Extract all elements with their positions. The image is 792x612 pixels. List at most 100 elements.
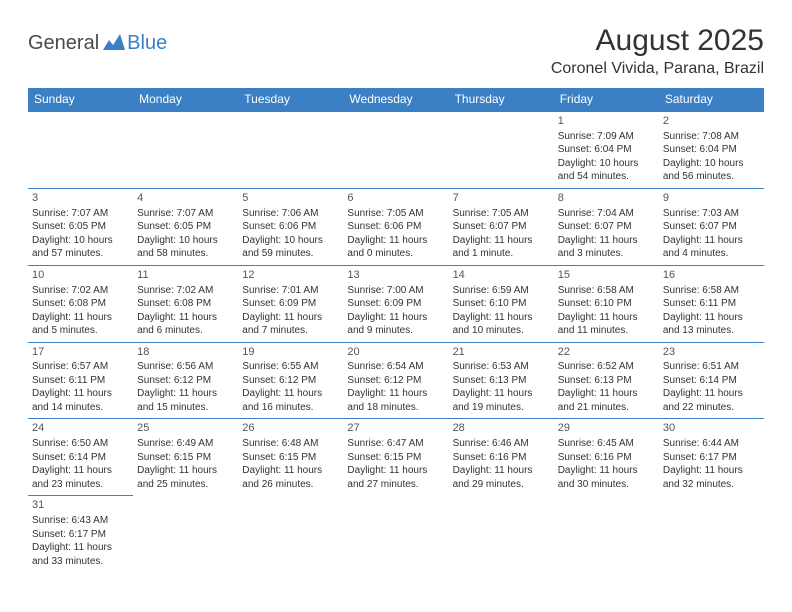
calendar-cell: 10Sunrise: 7:02 AMSunset: 6:08 PMDayligh… [28,265,133,342]
calendar-cell: 8Sunrise: 7:04 AMSunset: 6:07 PMDaylight… [554,188,659,265]
sunset-text: Sunset: 6:08 PM [32,297,129,311]
calendar-cell [133,496,238,572]
day-number: 31 [32,498,129,513]
sunrise-text: Sunrise: 6:53 AM [453,360,550,374]
sunrise-text: Sunrise: 6:51 AM [663,360,760,374]
calendar-cell: 23Sunrise: 6:51 AMSunset: 6:14 PMDayligh… [659,342,764,419]
calendar-cell: 25Sunrise: 6:49 AMSunset: 6:15 PMDayligh… [133,419,238,496]
day-number: 10 [32,268,129,283]
daylight-text: Daylight: 11 hours [347,311,444,325]
daylight-text: Daylight: 11 hours [558,464,655,478]
calendar-cell: 5Sunrise: 7:06 AMSunset: 6:06 PMDaylight… [238,188,343,265]
daylight-text: and 14 minutes. [32,401,129,415]
sunset-text: Sunset: 6:09 PM [242,297,339,311]
calendar-cell: 11Sunrise: 7:02 AMSunset: 6:08 PMDayligh… [133,265,238,342]
daylight-text: Daylight: 10 hours [663,157,760,171]
sunset-text: Sunset: 6:16 PM [558,451,655,465]
calendar-cell: 7Sunrise: 7:05 AMSunset: 6:07 PMDaylight… [449,188,554,265]
header-row: Sunday Monday Tuesday Wednesday Thursday… [28,88,764,111]
calendar-cell: 22Sunrise: 6:52 AMSunset: 6:13 PMDayligh… [554,342,659,419]
calendar-cell: 13Sunrise: 7:00 AMSunset: 6:09 PMDayligh… [343,265,448,342]
day-number: 29 [558,421,655,436]
daylight-text: and 10 minutes. [453,324,550,338]
daylight-text: Daylight: 11 hours [453,387,550,401]
sunset-text: Sunset: 6:11 PM [663,297,760,311]
col-friday: Friday [554,88,659,111]
daylight-text: Daylight: 11 hours [453,464,550,478]
sunset-text: Sunset: 6:15 PM [347,451,444,465]
calendar-cell [449,111,554,188]
daylight-text: and 19 minutes. [453,401,550,415]
day-number: 8 [558,191,655,206]
sunrise-text: Sunrise: 7:01 AM [242,284,339,298]
daylight-text: Daylight: 11 hours [137,387,234,401]
day-number: 15 [558,268,655,283]
day-number: 21 [453,345,550,360]
calendar-cell [449,496,554,572]
day-number: 9 [663,191,760,206]
daylight-text: and 16 minutes. [242,401,339,415]
calendar-cell: 26Sunrise: 6:48 AMSunset: 6:15 PMDayligh… [238,419,343,496]
sunrise-text: Sunrise: 7:05 AM [453,207,550,221]
calendar-cell: 14Sunrise: 6:59 AMSunset: 6:10 PMDayligh… [449,265,554,342]
sunrise-text: Sunrise: 6:54 AM [347,360,444,374]
daylight-text: Daylight: 10 hours [32,234,129,248]
daylight-text: and 57 minutes. [32,247,129,261]
day-number: 19 [242,345,339,360]
daylight-text: and 15 minutes. [137,401,234,415]
daylight-text: and 59 minutes. [242,247,339,261]
sunset-text: Sunset: 6:07 PM [663,220,760,234]
calendar-cell: 1Sunrise: 7:09 AMSunset: 6:04 PMDaylight… [554,111,659,188]
calendar-cell: 9Sunrise: 7:03 AMSunset: 6:07 PMDaylight… [659,188,764,265]
sunset-text: Sunset: 6:12 PM [137,374,234,388]
sunrise-text: Sunrise: 7:05 AM [347,207,444,221]
sunset-text: Sunset: 6:06 PM [242,220,339,234]
logo-chart-icon [103,32,125,55]
daylight-text: and 58 minutes. [137,247,234,261]
sunrise-text: Sunrise: 7:08 AM [663,130,760,144]
daylight-text: Daylight: 11 hours [242,387,339,401]
day-number: 24 [32,421,129,436]
sunset-text: Sunset: 6:05 PM [32,220,129,234]
calendar-cell: 4Sunrise: 7:07 AMSunset: 6:05 PMDaylight… [133,188,238,265]
sunset-text: Sunset: 6:04 PM [558,143,655,157]
sunrise-text: Sunrise: 7:03 AM [663,207,760,221]
daylight-text: Daylight: 11 hours [242,464,339,478]
calendar-row: 3Sunrise: 7:07 AMSunset: 6:05 PMDaylight… [28,188,764,265]
daylight-text: and 13 minutes. [663,324,760,338]
calendar-cell [659,496,764,572]
calendar-cell: 28Sunrise: 6:46 AMSunset: 6:16 PMDayligh… [449,419,554,496]
logo: General Blue [28,24,167,55]
daylight-text: and 54 minutes. [558,170,655,184]
calendar-cell: 30Sunrise: 6:44 AMSunset: 6:17 PMDayligh… [659,419,764,496]
calendar-row: 31Sunrise: 6:43 AMSunset: 6:17 PMDayligh… [28,496,764,572]
day-number: 22 [558,345,655,360]
sunrise-text: Sunrise: 7:07 AM [32,207,129,221]
sunrise-text: Sunrise: 6:48 AM [242,437,339,451]
sunrise-text: Sunrise: 6:58 AM [663,284,760,298]
day-number: 12 [242,268,339,283]
sunset-text: Sunset: 6:17 PM [663,451,760,465]
daylight-text: Daylight: 11 hours [347,234,444,248]
sunset-text: Sunset: 6:10 PM [453,297,550,311]
calendar-cell: 2Sunrise: 7:08 AMSunset: 6:04 PMDaylight… [659,111,764,188]
daylight-text: and 5 minutes. [32,324,129,338]
daylight-text: Daylight: 10 hours [137,234,234,248]
calendar-cell: 15Sunrise: 6:58 AMSunset: 6:10 PMDayligh… [554,265,659,342]
calendar-cell [343,496,448,572]
sunset-text: Sunset: 6:04 PM [663,143,760,157]
logo-text-blue: Blue [127,32,167,55]
day-number: 14 [453,268,550,283]
day-number: 23 [663,345,760,360]
calendar-cell: 24Sunrise: 6:50 AMSunset: 6:14 PMDayligh… [28,419,133,496]
calendar-row: 10Sunrise: 7:02 AMSunset: 6:08 PMDayligh… [28,265,764,342]
daylight-text: and 29 minutes. [453,478,550,492]
daylight-text: Daylight: 11 hours [663,464,760,478]
sunrise-text: Sunrise: 6:57 AM [32,360,129,374]
daylight-text: and 25 minutes. [137,478,234,492]
sunrise-text: Sunrise: 6:46 AM [453,437,550,451]
daylight-text: and 30 minutes. [558,478,655,492]
daylight-text: and 0 minutes. [347,247,444,261]
day-number: 2 [663,114,760,129]
sunset-text: Sunset: 6:09 PM [347,297,444,311]
